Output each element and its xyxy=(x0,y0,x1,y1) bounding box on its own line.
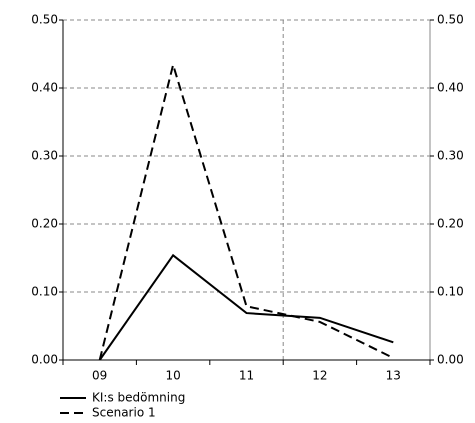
y2-tick-label: 0.10 xyxy=(437,285,464,299)
y2-tick-label: 0.00 xyxy=(437,353,464,367)
y-tick-label: 0.50 xyxy=(31,13,58,27)
line-series xyxy=(98,61,394,361)
y2-tick-label: 0.40 xyxy=(437,81,464,95)
y-tick-label: 0.30 xyxy=(31,149,58,163)
y2-tick-label: 0.20 xyxy=(437,217,464,231)
y2-tick-label: 0.50 xyxy=(437,13,464,27)
x-tick-label: 12 xyxy=(312,369,327,383)
y-tick-label: 0.00 xyxy=(31,353,58,367)
x-tick-label: 10 xyxy=(165,369,180,383)
y2-tick-label: 0.30 xyxy=(437,149,464,163)
y-tick-label: 0.20 xyxy=(31,217,58,231)
legend-label: KI:s bedömning xyxy=(92,391,185,405)
x-tick-label: 11 xyxy=(239,369,254,383)
y-tick-label: 0.10 xyxy=(31,285,58,299)
x-tick-label: 13 xyxy=(386,369,401,383)
legend-label: Scenario 1 xyxy=(92,406,156,420)
line-series xyxy=(98,253,394,361)
x-tick-label: 09 xyxy=(92,369,107,383)
y-tick-label: 0.40 xyxy=(31,81,58,95)
